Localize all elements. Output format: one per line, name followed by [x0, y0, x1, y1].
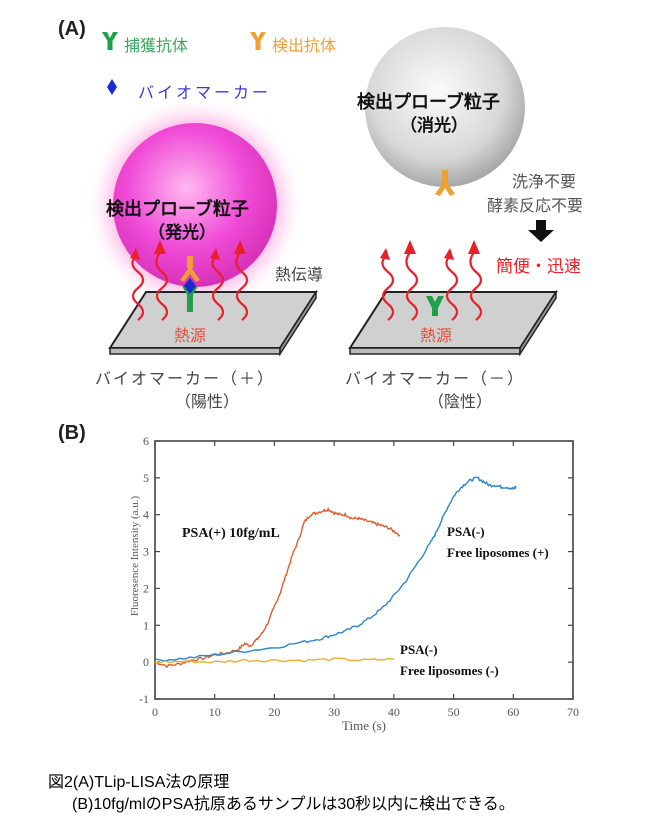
annotation-free-liposomes-negative-line2: Free liposomes (-)	[400, 663, 499, 678]
annotation-free-liposomes-positive-line1: PSA(-)	[447, 524, 485, 539]
x-tick-label: 50	[448, 705, 460, 719]
x-tick-label: 30	[328, 705, 340, 719]
y-tick-label: 1	[143, 618, 149, 632]
x-tick-label: 20	[268, 705, 280, 719]
positive-diagram	[85, 100, 318, 357]
figure-caption-line1: 図2(A)TLip-LISA法の原理	[48, 774, 230, 791]
quenched-probe-particle	[365, 27, 525, 187]
heat-source-label-right: 熱源	[420, 326, 453, 345]
glowing-particle-subtitle: （発光）	[148, 223, 216, 243]
series-line-2	[154, 657, 394, 664]
x-tick-label: 70	[567, 705, 579, 719]
no-enzyme-note: 酵素反応不要	[487, 196, 584, 215]
no-washing-note: 洗浄不要	[512, 172, 577, 191]
annotation-free-liposomes-positive-line2: Free liposomes (+)	[447, 545, 549, 560]
negative-diagram	[348, 27, 558, 357]
chart-axes	[154, 440, 574, 700]
annotation-psa-positive: PSA(+) 10fg/mL	[182, 526, 280, 541]
heat-source-label-left: 熱源	[174, 326, 207, 345]
x-tick-label: 60	[507, 705, 519, 719]
y-tick-label: 5	[143, 471, 149, 485]
panel-a-label: (A)	[58, 18, 86, 40]
y-tick-label: 3	[143, 545, 149, 559]
glowing-probe-particle	[113, 123, 277, 287]
y-tick-label: -1	[139, 692, 149, 706]
detection-antibody-icon	[435, 180, 455, 196]
panel-b-label: (B)	[58, 422, 86, 444]
biomarker-label: バイオマーカー	[138, 83, 272, 102]
x-tick-label: 10	[209, 705, 221, 719]
quenched-particle-subtitle: （消光）	[400, 116, 468, 136]
detection-antibody-icon	[180, 266, 200, 282]
series-line-1	[154, 476, 517, 662]
capture-antibody-icon	[426, 296, 444, 316]
y-tick-label: 2	[143, 581, 149, 595]
figure-caption-line2: (B)10fg/mlのPSA抗原あるサンプルは30秒以内に検出できる。	[72, 796, 515, 813]
benefit-label: 簡便・迅速	[496, 257, 581, 277]
negative-status-label: （陰性）	[428, 392, 493, 411]
y-tick-label: 4	[143, 508, 149, 522]
heat-wave-arrows	[381, 251, 483, 321]
annotation-free-liposomes-negative-line1: PSA(-)	[400, 642, 438, 657]
detection-antibody-icon	[250, 32, 266, 50]
chart-series	[154, 476, 517, 669]
series-line-0	[154, 507, 401, 669]
positive-biomarker-label: バイオマーカー（＋）	[95, 369, 276, 388]
positive-status-label: （陽性）	[175, 392, 240, 411]
biomarker-diamond-icon	[184, 278, 196, 294]
quenched-particle-title: 検出プローブ粒子	[357, 92, 500, 113]
x-tick-label: 40	[388, 705, 400, 719]
capture-antibody-label: 捕獲抗体	[124, 36, 189, 55]
capture-antibody-icon	[102, 32, 118, 50]
y-tick-label: 0	[143, 655, 149, 669]
down-arrow-icon	[528, 220, 554, 242]
glowing-particle-title: 検出プローブ粒子	[106, 199, 249, 220]
x-axis-label: Time (s)	[342, 718, 386, 733]
y-tick-label: 6	[143, 434, 149, 448]
plot-frame	[154, 440, 574, 700]
x-tick-label: 0	[152, 705, 158, 719]
biomarker-diamond-icon	[107, 79, 117, 95]
negative-biomarker-label: バイオマーカー（－）	[345, 369, 526, 388]
detection-antibody-label: 検出抗体	[272, 36, 337, 55]
heat-wave-arrows	[131, 251, 249, 321]
heat-conduction-label: 熱伝導	[275, 265, 324, 284]
y-axis-label: Fluoresence Intensity (a.u.)	[129, 495, 141, 616]
